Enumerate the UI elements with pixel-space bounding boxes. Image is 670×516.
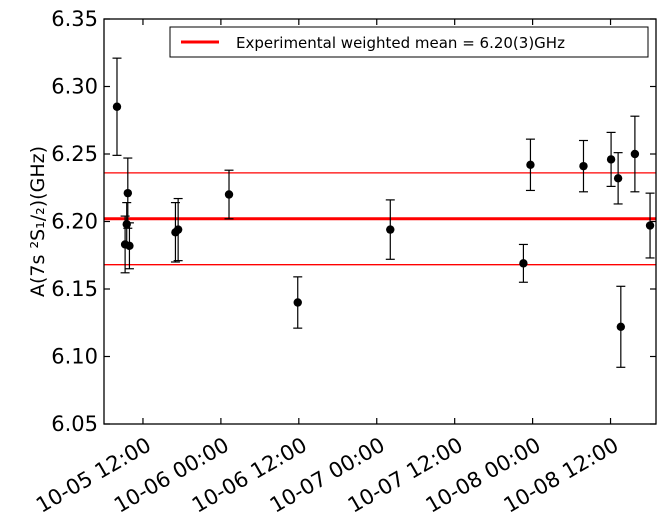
point-marker: [645, 221, 655, 230]
data-point: [123, 157, 133, 229]
point-marker: [112, 102, 122, 111]
legend-label: Experimental weighted mean = 6.20(3)GHz: [236, 34, 565, 52]
data-points: [112, 57, 655, 368]
y-tick-label: 6.30: [51, 75, 98, 99]
point-marker: [123, 188, 133, 198]
point-marker: [579, 161, 588, 171]
point-marker: [173, 225, 183, 234]
data-point: [630, 115, 640, 193]
legend-box: [169, 26, 649, 58]
point-marker: [293, 298, 302, 307]
data-point: [112, 57, 122, 156]
mean-lines: [104, 172, 656, 266]
point-marker: [606, 155, 616, 164]
plot-frame: [103, 18, 657, 425]
point-marker: [122, 220, 131, 229]
data-point: [518, 243, 528, 283]
data-point: [616, 285, 626, 368]
y-tick-label: 6.05: [51, 412, 98, 436]
data-point: [293, 276, 303, 329]
point-marker: [386, 225, 395, 234]
y-tick-label: 6.25: [51, 142, 98, 166]
data-point: [606, 131, 616, 187]
point-marker: [630, 149, 640, 159]
y-axis-label: A(7s ²S₁/₂)(GHz): [27, 146, 49, 297]
data-point: [578, 139, 588, 193]
legend: Experimental weighted mean = 6.20(3)GHz: [169, 26, 649, 58]
data-point: [385, 199, 395, 260]
point-marker: [613, 174, 623, 183]
y-tick-label: 6.35: [51, 7, 98, 31]
y-tick-label: 6.15: [51, 277, 98, 301]
data-point: [645, 192, 655, 259]
y-tick-label: 6.10: [51, 345, 98, 369]
data-point: [173, 197, 183, 262]
data-point: [224, 169, 234, 220]
data-point: [613, 152, 623, 205]
data-point: [525, 138, 535, 192]
point-marker: [224, 190, 234, 199]
point-marker: [125, 241, 134, 250]
y-tick-label: 6.20: [51, 210, 98, 234]
data-point: [124, 222, 134, 270]
point-marker: [519, 259, 528, 268]
point-marker: [616, 322, 626, 331]
point-marker: [526, 160, 535, 169]
